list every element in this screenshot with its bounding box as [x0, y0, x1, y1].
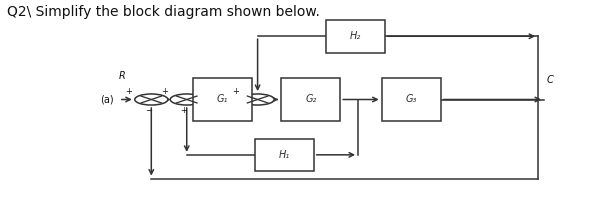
Text: +: +	[161, 87, 168, 96]
Text: C: C	[546, 75, 554, 85]
Text: +: +	[231, 87, 239, 96]
Text: Q2\ Simplify the block diagram shown below.: Q2\ Simplify the block diagram shown bel…	[7, 5, 320, 19]
Text: R: R	[118, 71, 125, 81]
FancyBboxPatch shape	[326, 20, 385, 53]
Text: G₃: G₃	[406, 95, 417, 104]
Text: H₁: H₁	[279, 150, 290, 160]
Circle shape	[135, 94, 168, 105]
FancyBboxPatch shape	[281, 78, 340, 121]
Text: (a): (a)	[100, 95, 114, 104]
FancyBboxPatch shape	[192, 78, 252, 121]
Text: G₂: G₂	[305, 95, 317, 104]
FancyBboxPatch shape	[255, 139, 314, 171]
Circle shape	[241, 94, 274, 105]
FancyBboxPatch shape	[382, 78, 440, 121]
Text: +: +	[181, 106, 187, 115]
Circle shape	[170, 94, 203, 105]
Text: −: −	[145, 106, 152, 115]
Text: G₁: G₁	[217, 95, 228, 104]
Text: +: +	[126, 87, 132, 96]
Text: H₂: H₂	[349, 31, 361, 41]
